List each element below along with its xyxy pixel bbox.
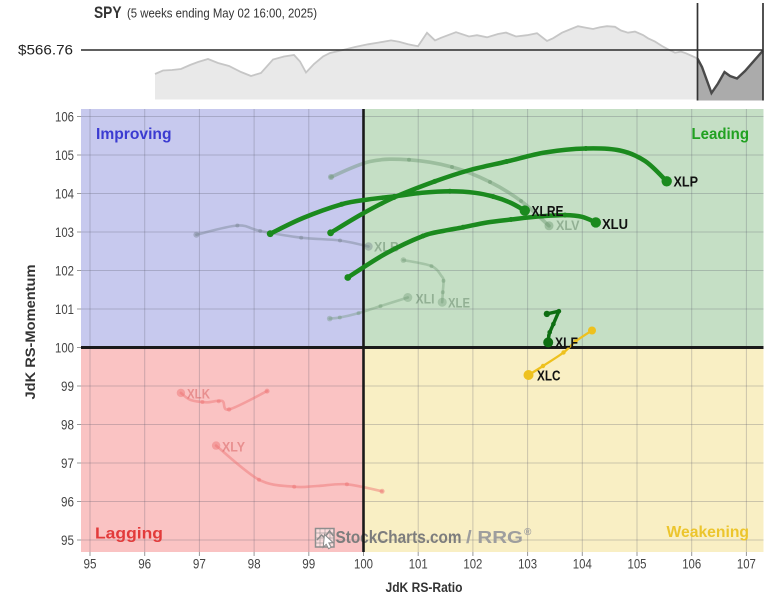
svg-text:95: 95 — [84, 557, 97, 572]
svg-text:101: 101 — [55, 302, 74, 317]
svg-text:99: 99 — [61, 379, 74, 394]
svg-text:103: 103 — [518, 557, 537, 572]
svg-text:Lagging: Lagging — [95, 526, 163, 543]
svg-text:98: 98 — [61, 417, 74, 432]
svg-text:105: 105 — [628, 557, 647, 572]
svg-text:XLU: XLU — [602, 217, 628, 233]
svg-text:$566.76: $566.76 — [18, 43, 73, 58]
svg-text:106: 106 — [682, 557, 701, 572]
svg-text:104: 104 — [55, 186, 74, 201]
svg-text:99: 99 — [302, 557, 315, 572]
svg-text:Leading: Leading — [692, 126, 750, 143]
svg-text:102: 102 — [55, 263, 74, 278]
svg-text:Weakening: Weakening — [667, 524, 750, 541]
svg-text:105: 105 — [55, 148, 74, 163]
svg-text:Improving: Improving — [96, 126, 172, 143]
svg-text:98: 98 — [248, 557, 261, 572]
svg-text:XLI: XLI — [416, 291, 435, 307]
svg-text:96: 96 — [138, 557, 151, 572]
svg-text:104: 104 — [573, 557, 592, 572]
svg-text:100: 100 — [354, 557, 373, 572]
svg-text:JdK RS-Momentum: JdK RS-Momentum — [23, 265, 38, 400]
svg-text:StockCharts.com: StockCharts.com — [336, 527, 462, 547]
svg-text:100: 100 — [55, 340, 74, 355]
svg-text:XLK: XLK — [187, 386, 210, 402]
svg-text:107: 107 — [737, 557, 756, 572]
svg-text:XLV: XLV — [556, 217, 580, 233]
svg-text:SPY: SPY — [94, 4, 122, 22]
svg-text:®: ® — [524, 527, 532, 538]
svg-text:97: 97 — [193, 557, 206, 572]
svg-text:JdK RS-Ratio: JdK RS-Ratio — [386, 580, 463, 595]
svg-text:XLE: XLE — [448, 295, 470, 311]
svg-text:101: 101 — [409, 557, 428, 572]
svg-text:XLP: XLP — [674, 175, 699, 191]
svg-text:97: 97 — [61, 456, 74, 471]
svg-text:102: 102 — [463, 557, 482, 572]
svg-text:95: 95 — [61, 533, 74, 548]
svg-text:(5 weeks ending May 02 16:00,: (5 weeks ending May 02 16:00, 2025) — [127, 6, 317, 21]
svg-text:XLC: XLC — [537, 369, 561, 385]
svg-text:XLY: XLY — [222, 439, 246, 455]
svg-text:96: 96 — [61, 494, 74, 509]
svg-text:/ RRG: / RRG — [466, 527, 523, 547]
svg-text:103: 103 — [55, 225, 74, 240]
svg-text:XLRE: XLRE — [532, 204, 564, 220]
svg-text:106: 106 — [55, 109, 74, 124]
svg-text:XLF: XLF — [555, 336, 578, 352]
